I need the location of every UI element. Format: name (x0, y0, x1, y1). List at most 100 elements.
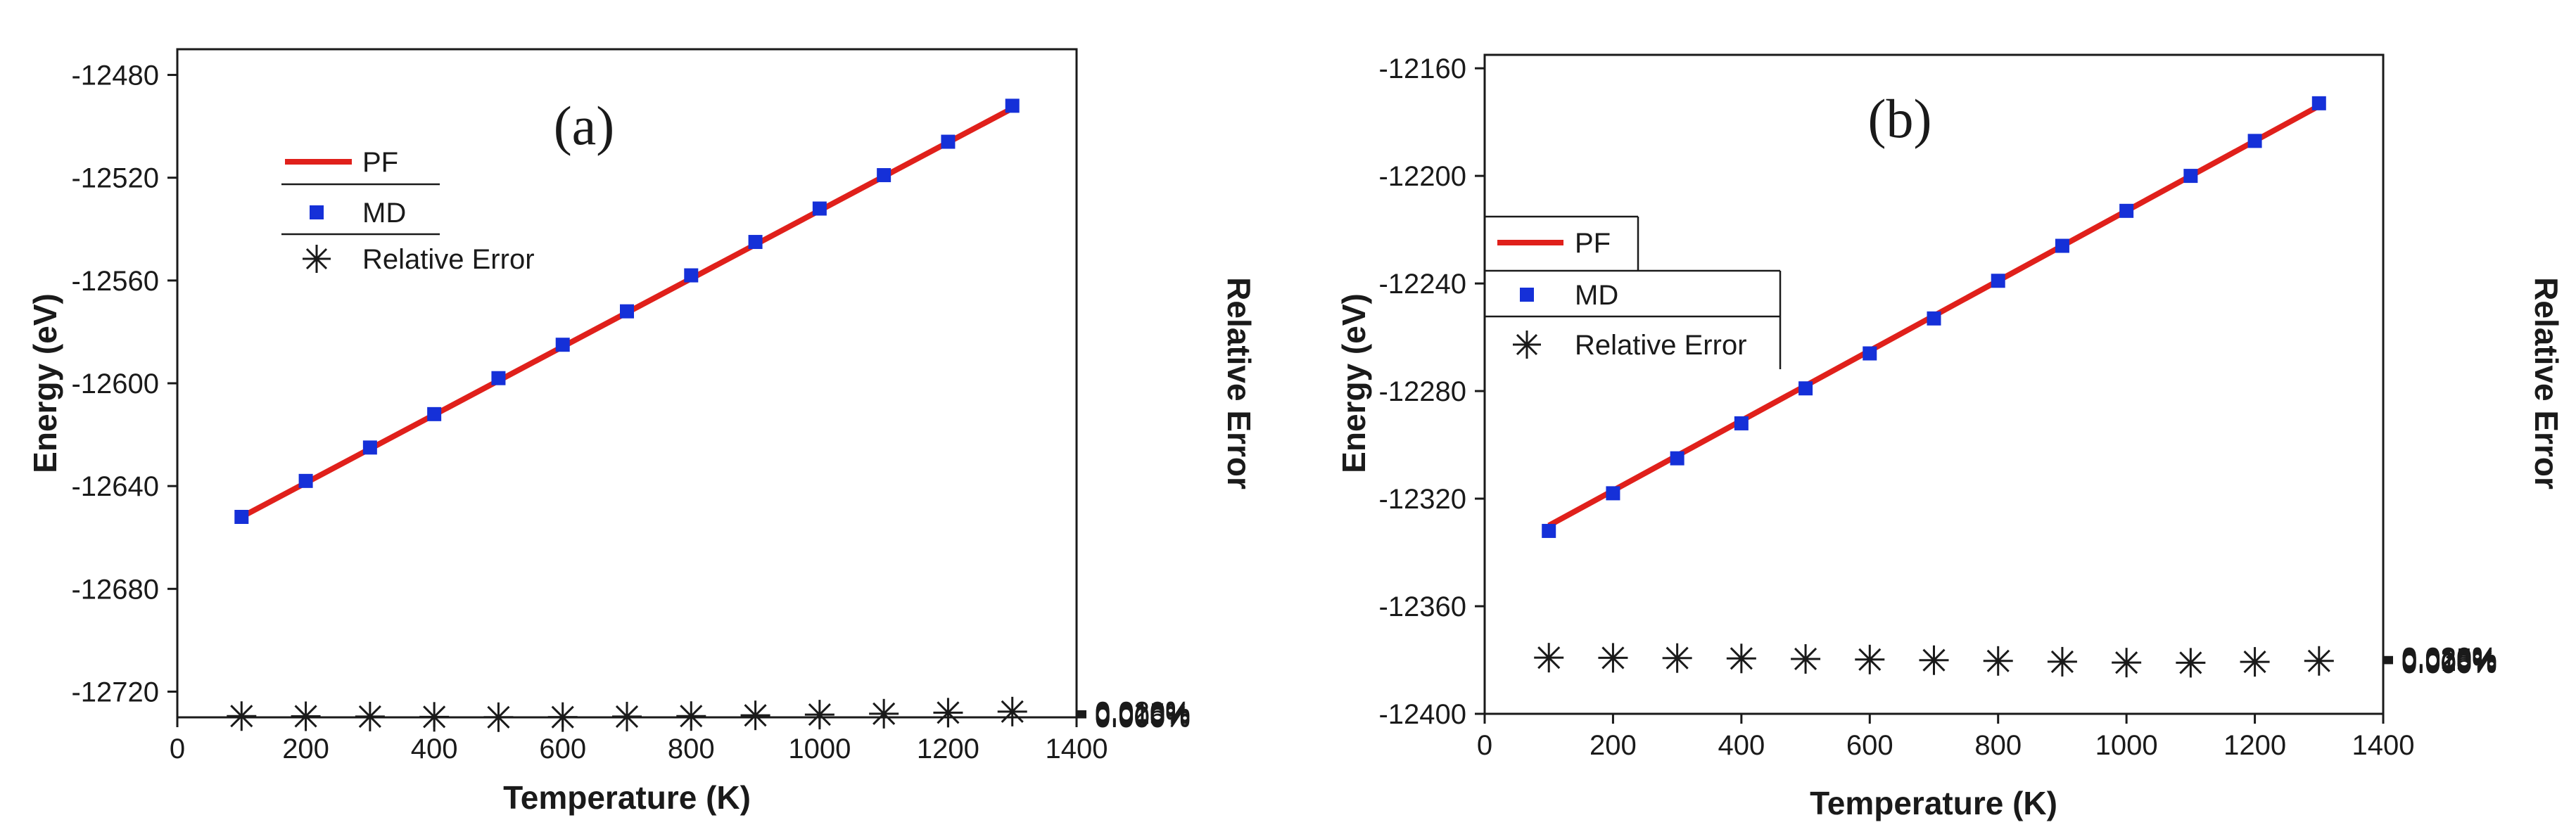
x-tick-label: 0 (170, 734, 185, 764)
md-point (1863, 346, 1877, 361)
relative-error-point (419, 702, 450, 732)
relative-error-point (483, 702, 514, 732)
md-point (1005, 98, 1020, 113)
relative-error-point (612, 701, 642, 731)
y-tick-label: -12320 (1378, 484, 1466, 515)
relative-error-point (804, 700, 835, 730)
md-point (684, 268, 699, 283)
y2-tick-label: 0.000% (2401, 648, 2497, 679)
relative-error-point (1662, 643, 1692, 673)
relative-error-point (291, 701, 321, 731)
x-axis: 0 200 400 600 800 1000 1200 1400 (170, 717, 1108, 764)
md-point (1798, 381, 1813, 396)
y2-axis: 0.020%0.015%0.010%0.005%0.000% (1077, 696, 1191, 734)
relative-error-point (547, 702, 578, 732)
y-tick-label: -12280 (1378, 376, 1466, 407)
y-tick-label: -12160 (1378, 53, 1466, 84)
panel-a: (a) Temperature (K) Energy (eV) Relative… (27, 48, 1257, 816)
relative-error-point (227, 701, 257, 731)
y-axis: -12160 -12200 -12240 -12280 -12320 -12360 -124… (1378, 53, 1485, 730)
md-point (555, 338, 570, 352)
y-tick-label: -12400 (1378, 699, 1466, 730)
y2-axis-title: Relative Error (1221, 277, 1257, 489)
y-tick-label: -12640 (71, 471, 159, 502)
md-point (1927, 311, 1941, 326)
legend-label-md: MD (1575, 280, 1618, 311)
md-point (2311, 96, 2326, 110)
md-series (234, 98, 1020, 524)
relative-error-series (1534, 643, 2334, 678)
y-tick-label: -12480 (71, 60, 159, 91)
y2-tick-label: 0.015% (1095, 698, 1191, 729)
y2-tick-label: 0.015% (2401, 646, 2497, 677)
y2-tick-label: 0.020% (2401, 644, 2497, 675)
relative-error-point (997, 696, 1027, 726)
panel-label: (b) (1868, 88, 1932, 149)
y-tick-label: -12240 (1378, 269, 1466, 300)
md-point (2055, 238, 2069, 253)
y-axis-title: Energy (eV) (27, 293, 63, 473)
md-point (812, 201, 827, 216)
relative-error-point (1534, 643, 1564, 673)
x-tick-label: 0 (1477, 730, 1492, 761)
md-point (941, 134, 956, 149)
md-point (620, 304, 634, 319)
md-point (2247, 134, 2262, 148)
relative-error-point (1791, 643, 1821, 674)
x-tick-label: 200 (282, 734, 329, 764)
legend-label-pf: PF (1575, 228, 1611, 259)
relative-error-point (355, 701, 385, 731)
md-point (491, 371, 506, 385)
legend: PF MD Relative Error (1485, 215, 1782, 369)
md-point (1542, 523, 1556, 538)
x-tick-label: 800 (668, 734, 715, 764)
y2-tick-label: 0.010% (2401, 646, 2497, 677)
md-point (1606, 486, 1620, 501)
legend-label-pf: PF (362, 147, 398, 178)
y2-tick-label: 0.020% (1095, 696, 1191, 727)
y2-tick-label: 0.030% (2401, 642, 2497, 673)
x-tick-label: 1200 (2223, 730, 2286, 761)
relative-error-point (1855, 644, 1885, 674)
legend-swatch-relative-error (1513, 331, 1541, 359)
y-axis: -12480 -12520 -12560 -12600 -12640 -12680 -127… (71, 60, 177, 707)
md-point (298, 473, 313, 488)
relative-error-point (1919, 645, 1949, 675)
relative-error-point (2176, 648, 2206, 678)
x-axis-title: Temperature (K) (1810, 785, 2057, 821)
legend-swatch-relative-error (303, 245, 331, 273)
relative-error-point (1726, 643, 1756, 674)
md-point (362, 440, 377, 455)
md-series (1542, 96, 2326, 538)
x-tick-label: 1200 (917, 734, 979, 764)
x-tick-label: 1000 (2095, 730, 2158, 761)
y2-tick-label: 0.010% (1095, 700, 1191, 731)
y-tick-label: -12520 (71, 163, 159, 194)
relative-error-point (2304, 646, 2334, 676)
x-tick-label: 400 (411, 734, 458, 764)
x-tick-label: 1400 (2352, 730, 2415, 761)
x-tick-label: 400 (1718, 730, 1765, 761)
md-point (1991, 274, 2005, 288)
y-axis-title: Energy (eV) (1335, 293, 1372, 473)
legend-swatch-md (310, 205, 324, 219)
relative-error-point (740, 700, 770, 731)
plot-frame (1483, 53, 2385, 715)
relative-error-point (1598, 643, 1628, 673)
md-point (1734, 416, 1749, 430)
legend: PF MD Relative Error (281, 147, 535, 275)
relative-error-series (227, 696, 1027, 732)
y-tick-label: -12680 (71, 574, 159, 605)
relative-error-point (2240, 647, 2270, 677)
relative-error-point (1983, 646, 2013, 676)
relative-error-point (869, 698, 899, 729)
x-axis-title: Temperature (K) (503, 779, 751, 816)
y-tick-label: -12600 (71, 369, 159, 399)
x-tick-label: 1000 (788, 734, 851, 764)
md-point (1670, 451, 1684, 466)
x-axis: 0 200 400 600 800 1000 1200 1400 (1477, 714, 2415, 761)
y-tick-label: -12200 (1378, 161, 1466, 192)
legend-label-md: MD (362, 198, 406, 229)
y2-tick-label: 0.025% (2401, 643, 2497, 674)
